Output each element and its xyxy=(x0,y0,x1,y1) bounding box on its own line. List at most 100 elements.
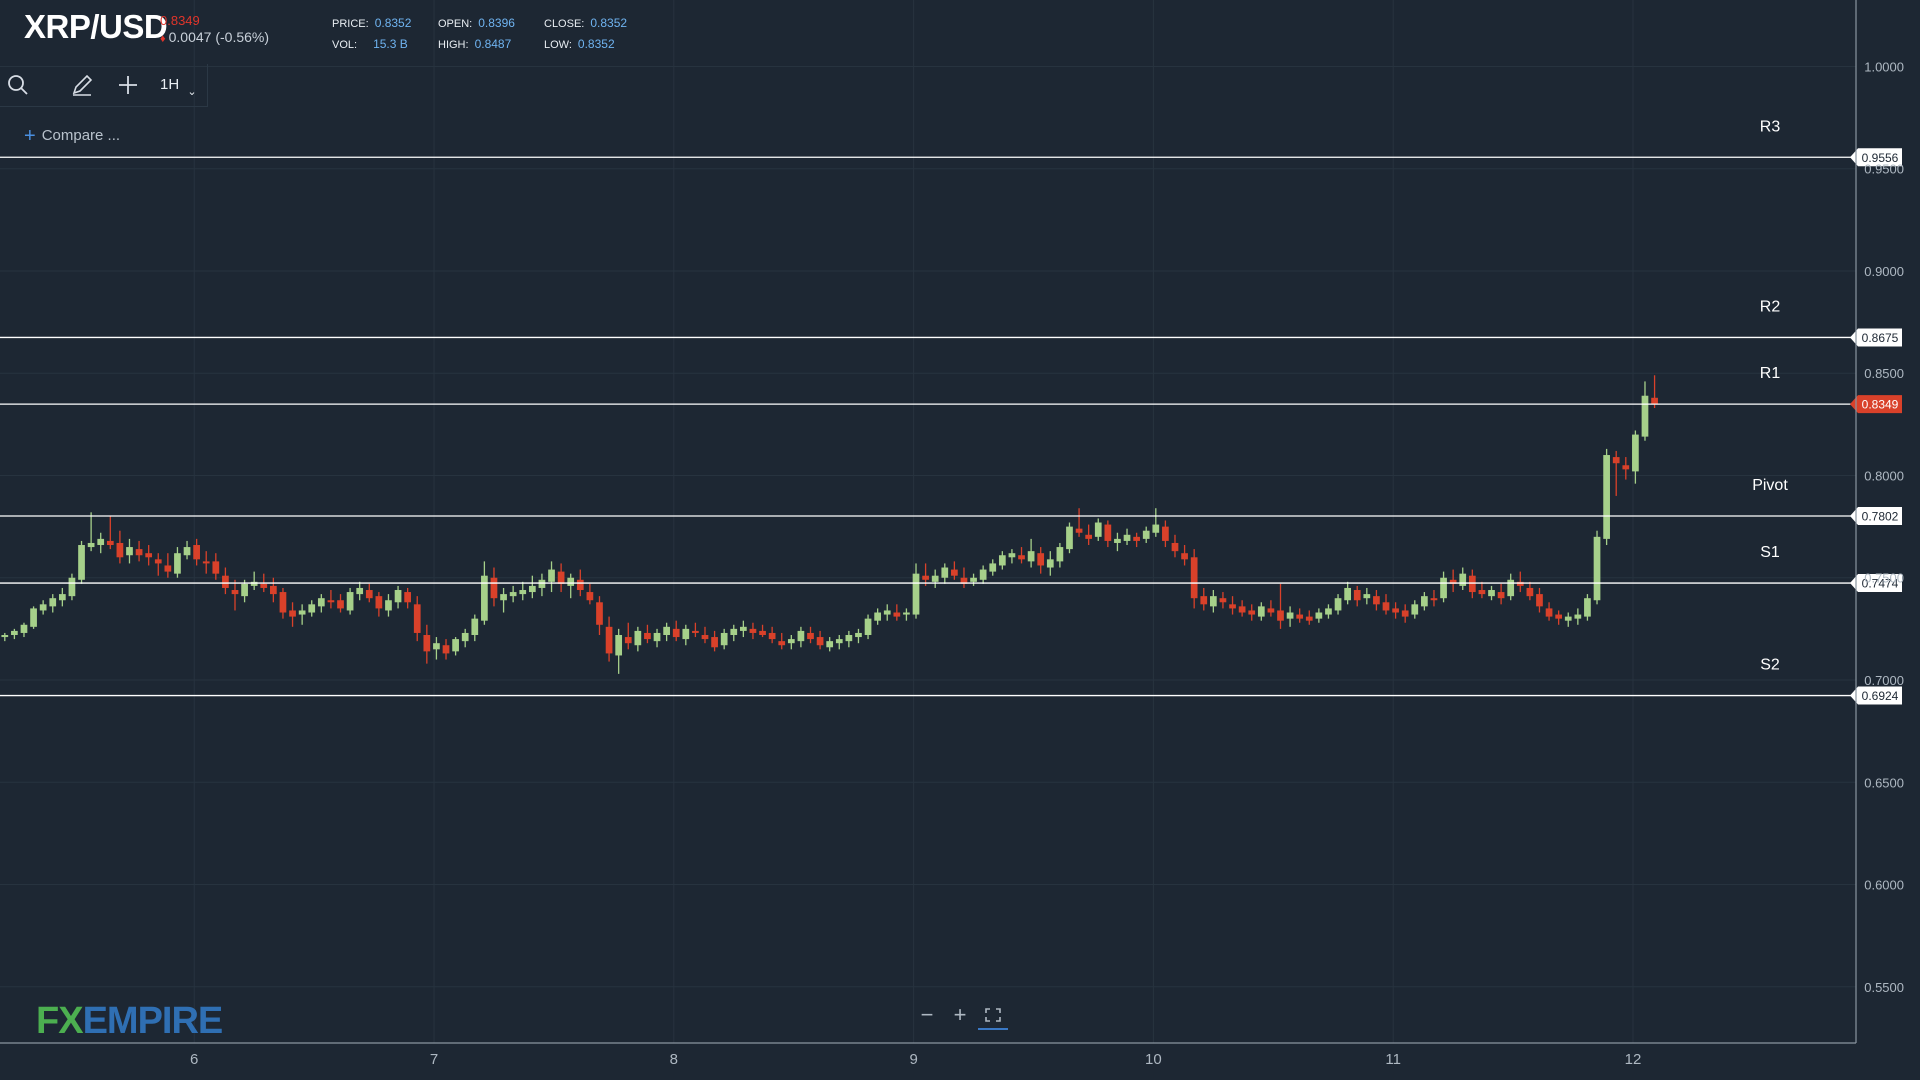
candle-body xyxy=(1507,579,1515,597)
candle-body xyxy=(1152,524,1160,533)
x-tick-label: 9 xyxy=(909,1051,917,1068)
candle-body xyxy=(1123,534,1131,541)
candle-body xyxy=(1373,596,1380,605)
grid xyxy=(0,0,1856,1043)
x-tick-label: 7 xyxy=(430,1051,438,1068)
down-arrow-icon: ♦ xyxy=(160,33,166,45)
candle-body xyxy=(759,630,766,636)
compare-button[interactable]: + Compare ... xyxy=(24,125,120,148)
stat-value: 0.8396 xyxy=(478,16,515,30)
candle-body xyxy=(212,561,220,574)
candle-body xyxy=(701,635,709,640)
zoom-in-button[interactable]: + xyxy=(953,1002,967,1027)
candle-body xyxy=(461,632,469,642)
candle-body xyxy=(1267,608,1275,613)
candle-body xyxy=(1574,614,1582,619)
y-tick-label: 0.8000 xyxy=(1864,468,1904,483)
candle-body xyxy=(903,612,910,615)
candle-body xyxy=(356,587,364,595)
candle-body xyxy=(692,630,699,633)
candle-body xyxy=(1401,610,1409,617)
candle-body xyxy=(1219,598,1227,603)
candle-body xyxy=(1449,579,1457,584)
candle-body xyxy=(740,626,747,631)
candle-body xyxy=(1555,614,1563,619)
candle-body xyxy=(1133,536,1140,541)
candle-body xyxy=(1497,592,1505,599)
x-tick-label: 10 xyxy=(1145,1051,1162,1068)
candle-body xyxy=(567,577,575,586)
candle-body xyxy=(672,628,680,638)
add-icon[interactable] xyxy=(113,70,143,100)
candle-body xyxy=(835,639,843,644)
candle-body xyxy=(1305,616,1313,621)
logo-empire: EMPIRE xyxy=(82,1000,224,1042)
candle-body xyxy=(615,635,623,656)
candle-body xyxy=(970,577,977,582)
candle-body xyxy=(1181,553,1188,560)
candle-body xyxy=(1334,598,1342,611)
y-tick-label: 0.8500 xyxy=(1864,366,1904,381)
candle-body xyxy=(481,575,488,621)
candle-body xyxy=(528,585,536,593)
candle-body xyxy=(1382,602,1390,611)
candle-body xyxy=(1085,534,1093,539)
candle-body xyxy=(509,592,517,597)
interval-selector[interactable]: 1H ⌄ xyxy=(160,76,197,98)
candle-body xyxy=(375,596,383,609)
candle-body xyxy=(1632,434,1639,472)
candle-body xyxy=(1037,553,1045,566)
candle-body xyxy=(624,637,632,644)
price-tag-label: 0.7474 xyxy=(1862,577,1899,591)
level-label-r3: R3 xyxy=(1760,118,1781,135)
candle-body xyxy=(711,637,718,648)
candle-body xyxy=(30,608,37,627)
candle-body xyxy=(1008,553,1016,558)
candle-body xyxy=(327,600,335,603)
candle-body xyxy=(1209,596,1217,607)
y-tick-label: 0.7500 xyxy=(1864,571,1904,586)
candle-body xyxy=(289,610,296,617)
candle-body xyxy=(1564,616,1572,621)
zoom-out-button[interactable]: − xyxy=(920,1002,934,1027)
candle-body xyxy=(557,571,565,584)
stat-value: 15.3 B xyxy=(373,37,408,51)
stat-label: HIGH: xyxy=(438,39,469,51)
candle-body xyxy=(538,579,546,588)
candle-body xyxy=(1286,612,1294,619)
candle-body xyxy=(644,632,651,640)
plus-icon: + xyxy=(24,125,36,147)
candle-body xyxy=(682,628,690,640)
search-icon[interactable] xyxy=(3,70,33,100)
level-label-r2: R2 xyxy=(1760,298,1781,315)
candle-body xyxy=(1142,530,1150,539)
candle-body xyxy=(855,632,862,638)
price-tag-label: 0.6924 xyxy=(1862,689,1899,703)
draw-pencil-icon[interactable] xyxy=(67,70,97,100)
chevron-down-icon: ⌄ xyxy=(187,86,197,98)
price-tag xyxy=(1850,686,1902,705)
stat-volume: VOL: 15.3 B xyxy=(332,37,408,51)
candle-body xyxy=(433,643,440,650)
candle-body xyxy=(979,569,987,580)
stat-value: 0.8352 xyxy=(577,37,615,51)
candle-body xyxy=(452,639,459,652)
candle-body xyxy=(663,626,670,636)
y-tick-label: 0.9500 xyxy=(1864,162,1904,177)
candle-body xyxy=(308,604,316,613)
candle-body xyxy=(1622,465,1630,470)
candle-body xyxy=(519,590,527,595)
candle-body xyxy=(490,577,498,599)
stat-value: 0.8352 xyxy=(374,16,412,30)
fullscreen-button[interactable] xyxy=(978,1002,1008,1030)
candle-body xyxy=(768,632,776,640)
candle-body xyxy=(941,567,949,578)
price-tag xyxy=(1850,148,1902,167)
candle-body xyxy=(1056,547,1064,562)
candle-body xyxy=(596,602,603,625)
stat-label: VOL: xyxy=(332,39,358,51)
candle-body xyxy=(231,590,239,595)
candle-body xyxy=(1430,598,1438,601)
candle-body xyxy=(797,630,805,642)
